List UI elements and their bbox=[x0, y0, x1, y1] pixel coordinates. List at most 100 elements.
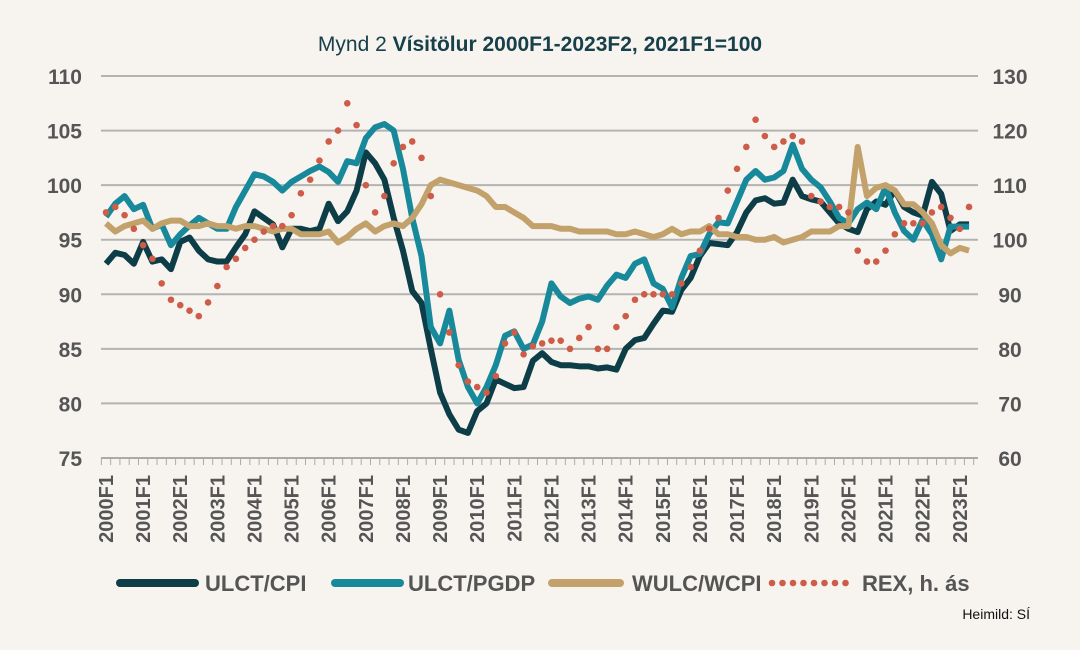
legend-item: REX, h. ás bbox=[768, 571, 970, 596]
rex-point bbox=[845, 209, 852, 216]
rex-point bbox=[492, 372, 500, 380]
x-tick-label: 2006F1 bbox=[319, 475, 341, 543]
series-line bbox=[103, 121, 970, 407]
legend-label: REX, h. ás bbox=[862, 571, 970, 596]
rex-point bbox=[603, 345, 611, 353]
rex-point bbox=[733, 165, 741, 173]
rex-point bbox=[724, 187, 732, 194]
rex-point bbox=[288, 211, 295, 219]
rex-point bbox=[455, 361, 462, 369]
legend-dot-marker bbox=[842, 579, 849, 587]
y-tick-label-left: 105 bbox=[47, 121, 82, 144]
rex-point bbox=[214, 282, 221, 290]
rex-point bbox=[613, 323, 620, 331]
rex-point bbox=[919, 220, 926, 227]
x-tick-label: 2007F1 bbox=[356, 475, 378, 543]
y-tick-label-left: 85 bbox=[59, 339, 83, 362]
chart-title: Mynd 2 Vísitölur 2000F1-2023F2, 2021F1=1… bbox=[0, 33, 1080, 57]
rex-point bbox=[483, 389, 490, 396]
rex-point bbox=[362, 181, 370, 189]
rex-point bbox=[956, 225, 964, 233]
rex-point bbox=[195, 312, 203, 320]
rex-point bbox=[928, 209, 936, 216]
series-ulct-cpi bbox=[103, 149, 970, 436]
rex-point bbox=[659, 290, 667, 298]
series-wulc-wcpi bbox=[104, 143, 970, 257]
rex-point bbox=[650, 290, 657, 298]
rex-point bbox=[872, 258, 880, 265]
x-tick-label: 2004F1 bbox=[244, 475, 266, 543]
series-rex-h-s bbox=[102, 99, 973, 396]
rex-point bbox=[511, 329, 518, 336]
rex-point bbox=[501, 340, 509, 347]
rex-point bbox=[882, 247, 889, 254]
rex-point bbox=[761, 132, 769, 140]
rex-point bbox=[715, 214, 722, 222]
rex-point bbox=[186, 307, 193, 314]
x-tick-label: 2020F1 bbox=[838, 475, 860, 543]
y-tick-label-right: 90 bbox=[998, 284, 1021, 307]
rex-point bbox=[817, 198, 824, 205]
legend-item: ULCT/CPI bbox=[116, 571, 306, 596]
y-tick-label-left: 110 bbox=[48, 66, 82, 89]
x-tick-label: 2003F1 bbox=[207, 475, 229, 543]
rex-point bbox=[325, 138, 333, 145]
rex-point bbox=[575, 334, 583, 342]
rex-point bbox=[473, 383, 481, 391]
rex-point bbox=[780, 138, 787, 145]
y-tick-label-right: 70 bbox=[998, 393, 1021, 416]
y-tick-label-right: 60 bbox=[998, 448, 1021, 471]
rex-point bbox=[343, 99, 351, 107]
rex-point bbox=[529, 342, 537, 350]
x-tick-label: 2019F1 bbox=[801, 475, 823, 543]
x-tick-label: 2018F1 bbox=[764, 475, 786, 543]
x-tick-label: 2000F1 bbox=[96, 475, 118, 543]
source-note: Heimild: SÍ bbox=[962, 606, 1030, 622]
x-tick-label: 2008F1 bbox=[393, 475, 415, 543]
rex-point bbox=[548, 337, 555, 344]
rex-point bbox=[594, 345, 602, 353]
rex-point bbox=[937, 203, 945, 211]
legend-dot-marker bbox=[821, 579, 828, 587]
x-tick-label: 2023F1 bbox=[950, 475, 972, 543]
rex-point bbox=[538, 340, 546, 347]
y-tick-label-right: 120 bbox=[992, 121, 1027, 144]
x-tick-label: 2012F1 bbox=[541, 475, 563, 543]
y-tick-label-right: 110 bbox=[993, 175, 1027, 198]
rex-point bbox=[520, 351, 527, 358]
rex-point bbox=[102, 209, 110, 216]
rex-point bbox=[390, 160, 397, 167]
x-tick-label: 2021F1 bbox=[876, 475, 898, 543]
rex-point bbox=[418, 154, 425, 162]
legend-item: WULC/WCPI bbox=[548, 571, 762, 596]
rex-point bbox=[297, 190, 305, 197]
rex-point bbox=[158, 280, 165, 287]
legend-label: ULCT/PGDP bbox=[408, 571, 535, 596]
rex-point bbox=[260, 228, 268, 235]
x-tick-label: 2016F1 bbox=[690, 475, 712, 543]
x-tick-label: 2011F1 bbox=[504, 475, 526, 542]
rex-point bbox=[668, 290, 676, 298]
rex-point bbox=[640, 290, 648, 298]
rex-point bbox=[111, 203, 119, 211]
x-tick-label: 2015F1 bbox=[653, 475, 675, 543]
y-tick-label-left: 100 bbox=[47, 175, 82, 198]
x-tick-label: 2014F1 bbox=[616, 475, 638, 543]
y-tick-label-left: 90 bbox=[59, 284, 82, 307]
rex-point bbox=[381, 192, 388, 200]
y-tick-label-left: 95 bbox=[59, 230, 83, 253]
title-main: Vísitölur 2000F1-2023F2, 2021F1=100 bbox=[392, 33, 763, 56]
rex-point bbox=[427, 192, 435, 200]
rex-point bbox=[241, 244, 249, 252]
rex-point bbox=[863, 258, 871, 265]
rex-point bbox=[130, 225, 138, 233]
y-tick-label-left: 80 bbox=[59, 393, 82, 416]
rex-point bbox=[446, 329, 453, 336]
series-line bbox=[104, 143, 970, 257]
rex-point bbox=[622, 312, 629, 320]
title-prefix: Mynd 2 bbox=[317, 33, 387, 56]
rex-point bbox=[464, 378, 472, 385]
legend-dot-marker bbox=[768, 579, 776, 587]
rex-point bbox=[557, 337, 565, 344]
